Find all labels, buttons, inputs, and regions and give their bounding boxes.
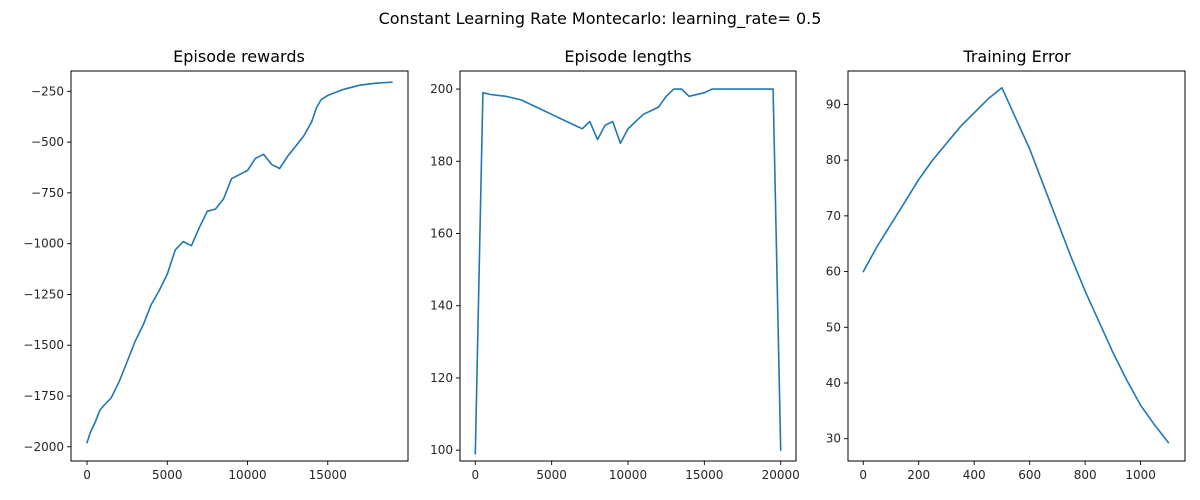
plot-frame-episode-rewards — [70, 70, 409, 462]
y-tick-label-episode-lengths: 180 — [430, 154, 453, 168]
y-tick-label-episode-rewards: −2000 — [23, 440, 64, 454]
y-tick-label-training-error: 70 — [826, 209, 841, 223]
panel-training-error: Training Error 0 200 400 600 800 1000 30 40 50 60… — [826, 47, 1186, 482]
y-tick-label-training-error: 40 — [826, 376, 841, 390]
panel-episode-lengths: Episode lengths 0 5000 10000 15000 20000 100 1… — [430, 47, 800, 482]
x-tick-label-episode-rewards: 15000 — [309, 468, 347, 482]
y-tick-label-episode-lengths: 160 — [430, 227, 453, 241]
y-tick-label-episode-rewards: −1000 — [23, 237, 64, 251]
y-tick-label-episode-lengths: 100 — [430, 443, 453, 457]
x-tick-label-episode-lengths: 15000 — [685, 468, 723, 482]
x-tick-label-training-error: 400 — [963, 468, 986, 482]
x-tick-label-episode-rewards: 5000 — [152, 468, 183, 482]
y-tick-label-episode-rewards: −250 — [31, 84, 64, 98]
panel-title-training-error: Training Error — [962, 47, 1071, 66]
series-line-episode-lengths-0 — [474, 88, 782, 455]
panel-title-episode-lengths: Episode lengths — [564, 47, 691, 66]
y-tick-label-episode-lengths: 200 — [430, 82, 453, 96]
y-tick-label-training-error: 80 — [826, 153, 841, 167]
x-tick-label-episode-lengths: 0 — [471, 468, 479, 482]
x-tick-label-episode-lengths: 10000 — [609, 468, 647, 482]
y-tick-label-episode-lengths: 140 — [430, 299, 453, 313]
y-tick-label-episode-rewards: −750 — [31, 186, 64, 200]
panel-episode-rewards: Episode rewards 0 5000 10000 15000 −2000 −175… — [23, 47, 409, 482]
x-tick-label-episode-lengths: 5000 — [536, 468, 567, 482]
y-tick-label-episode-rewards: −1750 — [23, 389, 64, 403]
x-tick-label-training-error: 800 — [1074, 468, 1097, 482]
panel-title-episode-rewards: Episode rewards — [173, 47, 305, 66]
series-line-training-error-0 — [862, 86, 1170, 444]
y-tick-label-episode-lengths: 120 — [430, 371, 453, 385]
x-tick-label-episode-lengths: 20000 — [762, 468, 800, 482]
plot-frame-training-error — [847, 70, 1186, 462]
x-tick-label-training-error: 0 — [859, 468, 867, 482]
y-tick-label-episode-rewards: −500 — [31, 135, 64, 149]
x-tick-label-training-error: 200 — [907, 468, 930, 482]
x-tick-label-training-error: 1000 — [1125, 468, 1156, 482]
x-tick-label-episode-rewards: 10000 — [228, 468, 266, 482]
y-tick-label-episode-rewards: −1500 — [23, 338, 64, 352]
y-tick-label-training-error: 30 — [826, 432, 841, 446]
y-tick-label-training-error: 60 — [826, 265, 841, 279]
y-tick-label-episode-rewards: −1250 — [23, 287, 64, 301]
x-tick-label-episode-rewards: 0 — [83, 468, 91, 482]
y-tick-label-training-error: 50 — [826, 320, 841, 334]
y-tick-label-training-error: 90 — [826, 97, 841, 111]
figure-suptitle: Constant Learning Rate Montecarlo: learn… — [379, 9, 822, 29]
series-line-episode-rewards-0 — [86, 81, 393, 444]
x-tick-label-training-error: 600 — [1018, 468, 1041, 482]
